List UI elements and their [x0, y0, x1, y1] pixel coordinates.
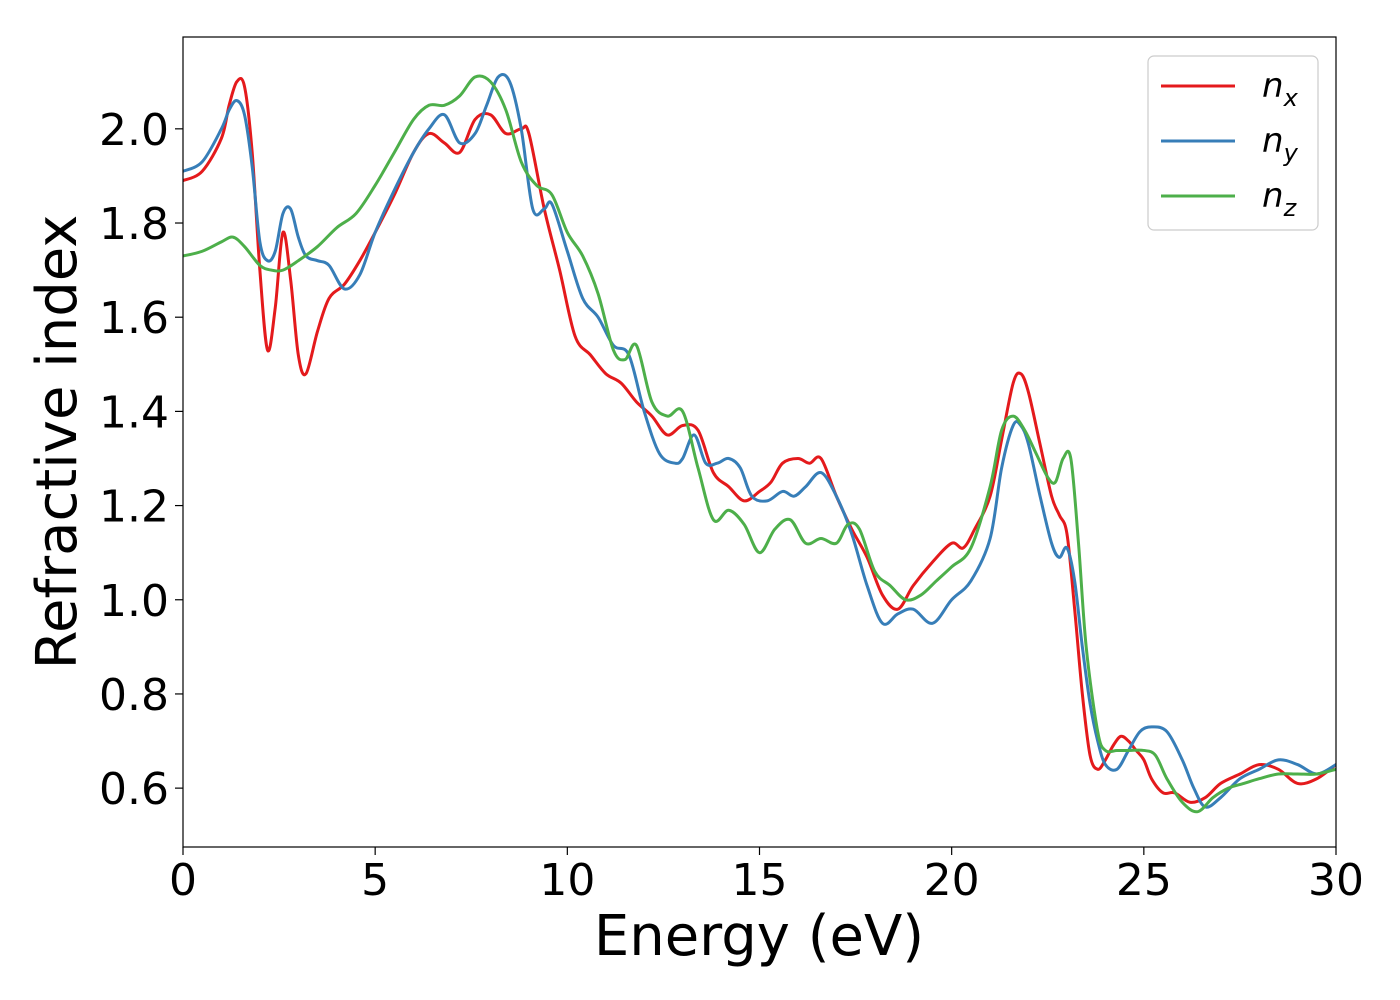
legend-label-subscript: z	[1283, 194, 1298, 222]
legend-label-base: n	[1262, 176, 1284, 216]
legend-label-subscript: y	[1283, 139, 1299, 167]
y-tick-label: 1.0	[99, 576, 169, 627]
series-line-n-x	[183, 77, 1336, 804]
x-tick-label: 10	[539, 855, 595, 906]
x-tick-label: 0	[169, 855, 197, 906]
y-tick-label: 1.8	[99, 199, 169, 250]
legend-label-base: n	[1262, 66, 1284, 106]
legend-label-subscript: x	[1283, 84, 1299, 112]
series-line-n-z	[183, 74, 1336, 814]
series-line-n-y	[183, 73, 1336, 809]
x-axis-title: Energy (eV)	[594, 904, 924, 969]
legend-label-z: nz	[1262, 176, 1298, 222]
y-axis: 0.6 0.8 1.0 1.2 1.4 1.6 1.8 2.0	[99, 105, 183, 815]
legend-label-y: ny	[1262, 121, 1299, 167]
y-tick-label: 1.2	[99, 482, 169, 533]
x-tick-label: 5	[361, 855, 389, 906]
x-tick-label: 25	[1116, 855, 1172, 906]
legend-label-x: nx	[1262, 66, 1299, 112]
y-axis-title: Refractive index	[25, 215, 90, 670]
x-axis: 0 5 10 15 20 25 30	[169, 847, 1364, 906]
x-tick-label: 15	[732, 855, 788, 906]
legend-box	[1147, 55, 1319, 231]
y-tick-label: 2.0	[99, 105, 169, 156]
y-tick-label: 1.6	[99, 293, 169, 344]
legend-label-base: n	[1262, 121, 1284, 161]
y-tick-label: 1.4	[99, 387, 169, 438]
x-tick-label: 20	[924, 855, 980, 906]
x-tick-label: 30	[1308, 855, 1364, 906]
y-tick-label: 0.8	[99, 670, 169, 721]
series-layer	[183, 73, 1336, 814]
y-tick-label: 0.6	[99, 764, 169, 815]
